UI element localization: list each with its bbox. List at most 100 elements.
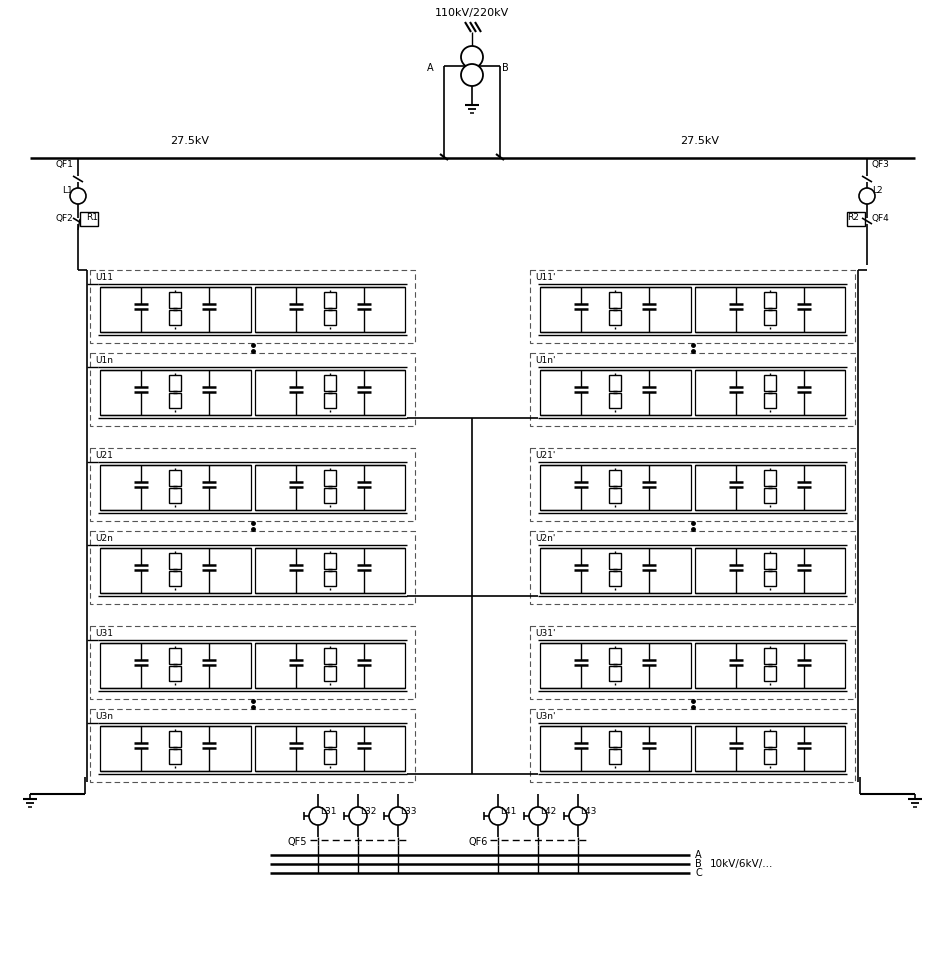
Bar: [763, 749, 775, 764]
Text: A: A: [427, 63, 433, 73]
Text: U31': U31': [534, 629, 555, 638]
Bar: [609, 375, 620, 391]
Bar: [169, 553, 181, 568]
Bar: [609, 749, 620, 764]
Text: L42: L42: [539, 807, 556, 816]
Bar: [90, 270, 414, 343]
Bar: [169, 393, 181, 408]
Bar: [530, 709, 854, 782]
Text: B: B: [501, 63, 508, 73]
Bar: [100, 548, 250, 593]
Bar: [324, 309, 335, 325]
Bar: [694, 643, 844, 688]
Bar: [609, 731, 620, 747]
Text: 10kV/6kV/...: 10kV/6kV/...: [709, 859, 772, 869]
Bar: [530, 531, 854, 604]
Bar: [254, 643, 405, 688]
Bar: [539, 287, 690, 332]
Bar: [100, 643, 250, 688]
Bar: [90, 531, 414, 604]
Bar: [530, 626, 854, 699]
Bar: [763, 309, 775, 325]
Text: U2n': U2n': [534, 534, 555, 543]
Bar: [609, 553, 620, 568]
Text: L41: L41: [499, 807, 515, 816]
Bar: [530, 353, 854, 426]
Bar: [169, 749, 181, 764]
Circle shape: [568, 807, 586, 825]
Bar: [694, 548, 844, 593]
Circle shape: [529, 807, 547, 825]
Bar: [763, 393, 775, 408]
Bar: [763, 292, 775, 307]
Bar: [763, 731, 775, 747]
Text: QF3: QF3: [871, 160, 889, 169]
Bar: [763, 488, 775, 503]
Bar: [539, 548, 690, 593]
Bar: [609, 309, 620, 325]
Bar: [324, 488, 335, 503]
Text: U2n: U2n: [95, 534, 112, 543]
Bar: [539, 465, 690, 510]
Text: L2: L2: [871, 185, 882, 195]
Bar: [539, 726, 690, 771]
Text: R2: R2: [846, 213, 858, 222]
Bar: [324, 648, 335, 663]
Bar: [324, 731, 335, 747]
Text: U21': U21': [534, 451, 555, 460]
Bar: [324, 553, 335, 568]
Text: L33: L33: [399, 807, 416, 816]
Bar: [530, 270, 854, 343]
Bar: [254, 465, 405, 510]
Bar: [90, 448, 414, 521]
Bar: [254, 548, 405, 593]
Circle shape: [70, 188, 86, 204]
Text: QF1: QF1: [55, 160, 73, 169]
Text: 27.5kV: 27.5kV: [680, 136, 718, 146]
Text: U1n: U1n: [95, 356, 113, 365]
Bar: [100, 726, 250, 771]
Text: C: C: [694, 868, 701, 878]
Bar: [609, 470, 620, 486]
Bar: [539, 370, 690, 415]
Bar: [539, 643, 690, 688]
Text: L32: L32: [360, 807, 376, 816]
Bar: [254, 287, 405, 332]
Bar: [169, 665, 181, 681]
Text: U3n': U3n': [534, 712, 555, 721]
Bar: [763, 648, 775, 663]
Text: QF2: QF2: [55, 214, 73, 223]
Bar: [763, 570, 775, 587]
Text: B: B: [694, 859, 701, 869]
Bar: [324, 393, 335, 408]
Bar: [100, 465, 250, 510]
Bar: [763, 375, 775, 391]
Circle shape: [309, 807, 327, 825]
Bar: [694, 370, 844, 415]
Bar: [324, 375, 335, 391]
Text: U21: U21: [95, 451, 112, 460]
Bar: [169, 375, 181, 391]
Bar: [609, 570, 620, 587]
Text: L31: L31: [320, 807, 336, 816]
Bar: [763, 470, 775, 486]
Bar: [694, 465, 844, 510]
Bar: [324, 665, 335, 681]
Text: U31: U31: [95, 629, 113, 638]
Bar: [169, 309, 181, 325]
Bar: [609, 665, 620, 681]
Bar: [763, 553, 775, 568]
Bar: [530, 448, 854, 521]
Bar: [609, 648, 620, 663]
Text: U3n: U3n: [95, 712, 113, 721]
Circle shape: [389, 807, 407, 825]
Bar: [254, 726, 405, 771]
Text: QF5: QF5: [287, 837, 307, 847]
Bar: [254, 370, 405, 415]
Text: U1n': U1n': [534, 356, 555, 365]
Bar: [90, 353, 414, 426]
Text: QF4: QF4: [871, 214, 889, 223]
Circle shape: [348, 807, 366, 825]
Bar: [763, 665, 775, 681]
Text: R1: R1: [86, 213, 98, 222]
